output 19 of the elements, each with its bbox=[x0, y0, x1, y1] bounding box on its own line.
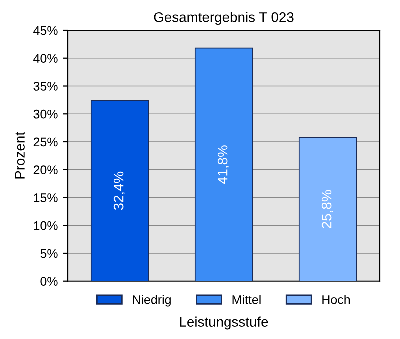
y-tick-label: 10% bbox=[34, 221, 58, 230]
y-tick-label: 45% bbox=[34, 26, 58, 36]
y-tick-label: 5% bbox=[40, 249, 58, 258]
y-tick-label: 30% bbox=[34, 110, 58, 119]
data-label: 41,8% bbox=[218, 146, 230, 184]
y-tick-label: 35% bbox=[34, 82, 58, 91]
legend-label: Mittel bbox=[232, 295, 261, 304]
chart-title: Gesamtergebnis T 023 bbox=[154, 12, 294, 26]
y-tick-label: 25% bbox=[34, 138, 58, 147]
legend-label: Hoch bbox=[322, 295, 350, 304]
data-label: 25,8% bbox=[322, 190, 334, 228]
x-axis-title: Leistungsstufe bbox=[180, 316, 268, 330]
y-tick-label: 20% bbox=[34, 166, 58, 175]
y-axis-title: Prozent bbox=[15, 132, 25, 179]
y-tick-label: 0% bbox=[40, 277, 58, 286]
y-tick-label: 40% bbox=[34, 54, 58, 64]
data-label: 32,4% bbox=[114, 172, 126, 210]
legend-label: Niedrig bbox=[133, 295, 171, 307]
y-tick-label: 15% bbox=[34, 194, 58, 202]
